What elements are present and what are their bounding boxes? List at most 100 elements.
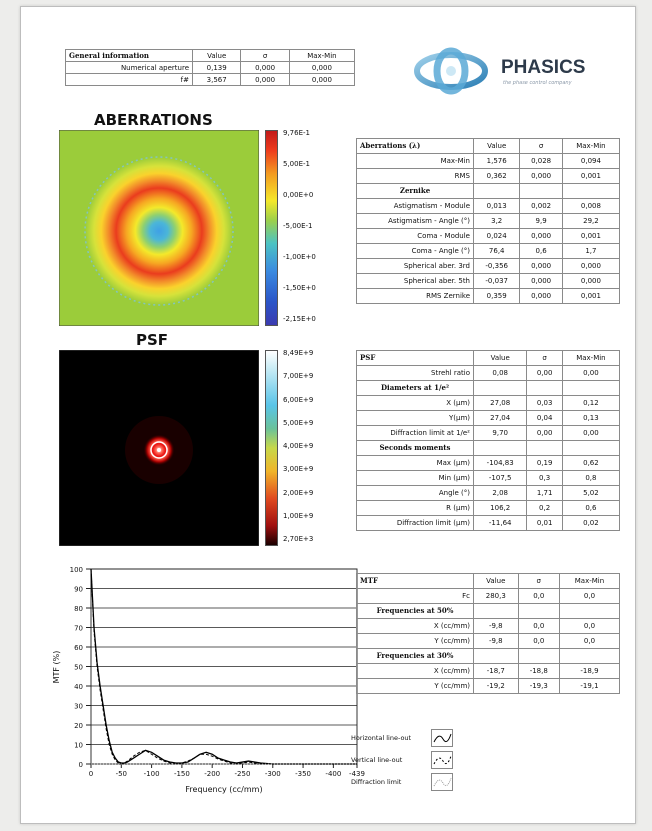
row-label: Y(µm): [356, 410, 474, 426]
section-row: Seconds moments: [356, 440, 621, 456]
aberrations-map: [59, 130, 259, 326]
series-line-vertical: [90, 568, 357, 765]
y-tick-label: 10: [74, 742, 83, 750]
empty-cell: [561, 440, 621, 456]
cell-value: 0,0: [517, 633, 560, 649]
empty-cell: [473, 648, 519, 664]
cell-value: 0,362: [472, 168, 521, 184]
cell-value: -9,8: [473, 633, 519, 649]
row-label: Aberrations (λ): [356, 138, 474, 154]
row-label: Y (cc/mm): [356, 678, 474, 694]
colorbar-tick-label: 5,00E-1: [283, 160, 310, 168]
cell-value: -19,3: [517, 678, 560, 694]
cell-value: 0,0: [517, 618, 560, 634]
table-row: Numerical aperture 0,139 0,000 0,000: [65, 61, 356, 74]
header-row: MTF Value σ Max-Min: [356, 573, 621, 589]
row-label: Coma - Angle (°): [356, 243, 474, 259]
cell-value: 0,000: [519, 228, 563, 244]
empty-cell: [526, 380, 563, 396]
cell-value: 0,0: [517, 588, 560, 604]
empty-cell: [517, 603, 560, 619]
colorbar-tick-label: 2,70E+3: [283, 535, 314, 543]
table-row: Angle (°) 2,08 1,71 5,02: [356, 485, 621, 501]
x-tick-label: -400: [325, 770, 341, 778]
cell-value: 0,04: [526, 410, 563, 426]
table-row: X (µm) 27,08 0,03 0,12: [356, 395, 621, 411]
x-tick-label: -200: [204, 770, 220, 778]
mtf-y-axis-label: MTF (%): [52, 651, 61, 684]
legend-label: Diffraction limit: [351, 778, 402, 786]
cell-value: 0,094: [561, 153, 621, 169]
cell-value: 5,02: [561, 485, 621, 501]
cell-value: 0,00: [526, 425, 563, 441]
table-row: f# 3,567 0,000 0,000: [65, 73, 356, 86]
mtf-legend: Horizontal line-out Vertical line-out Di…: [351, 727, 453, 793]
cell-value: 3,2: [472, 213, 521, 229]
row-label: Angle (°): [356, 485, 474, 501]
header-row: General information Value σ Max-Min: [65, 49, 356, 62]
cell-value: 0,000: [519, 258, 563, 274]
row-label: Astigmatism - Module: [356, 198, 474, 214]
row-label: RMS: [356, 168, 474, 184]
colorbar-tick-label: 8,49E+9: [283, 349, 314, 357]
table-row: Diffraction limit (µm) -11,64 0,01 0,02: [356, 515, 621, 531]
table-row: R (µm) 106,2 0,2 0,6: [356, 500, 621, 516]
section-heading: Seconds moments: [356, 440, 474, 456]
cell-value: 0,000: [519, 288, 563, 304]
row-label: PSF: [356, 350, 474, 366]
cell-value: 0,0: [558, 633, 621, 649]
cell-value: 106,2: [472, 500, 528, 516]
cell-value: 0,01: [526, 515, 563, 531]
cell-value: Value: [191, 49, 242, 62]
cell-value: Value: [473, 573, 519, 589]
cell-value: 0,2: [526, 500, 563, 516]
aberrations-table: Aberrations (λ) Value σ Max-Min Max-Min 1,576…: [356, 138, 621, 304]
report-page: General information Value σ Max-Min Numerica…: [20, 6, 636, 824]
x-tick-label: -350: [295, 770, 311, 778]
y-tick-label: 0: [79, 761, 83, 769]
empty-cell: [558, 603, 621, 619]
cell-value: 9,9: [519, 213, 563, 229]
table-row: Min (µm) -107,5 0,3 0,8: [356, 470, 621, 486]
cell-value: 0,0: [558, 618, 621, 634]
cell-value: -18,9: [558, 663, 621, 679]
phasics-logo: PHASICS the phase control company: [411, 47, 611, 97]
row-label: Y (cc/mm): [356, 633, 474, 649]
cell-value: 0,19: [526, 455, 563, 471]
y-tick-label: 80: [74, 605, 83, 613]
cell-value: 0,001: [561, 288, 621, 304]
cell-value: -9,8: [473, 618, 519, 634]
cell-value: 0,013: [472, 198, 521, 214]
cell-value: 0,359: [472, 288, 521, 304]
cell-value: -18,8: [517, 663, 560, 679]
section-row: Frequencies at 50%: [356, 603, 621, 619]
cell-value: 280,3: [473, 588, 519, 604]
legend-swatch: [431, 729, 453, 747]
cell-value: -18,7: [473, 663, 519, 679]
cell-value: Value: [472, 350, 528, 366]
logo-tagline: the phase control company: [503, 80, 572, 86]
section-heading: Frequencies at 30%: [356, 648, 474, 664]
table-row: Astigmatism - Angle (°) 3,2 9,9 29,2: [356, 213, 621, 229]
table-row: Spherical aber. 5th -0,037 0,000 0,000: [356, 273, 621, 289]
cell-value: 0,3: [526, 470, 563, 486]
cell-value: -0,356: [472, 258, 521, 274]
psf-map: [59, 350, 259, 546]
cell-value: 0,001: [561, 168, 621, 184]
colorbar-tick-label: -1,50E+0: [283, 284, 316, 292]
x-tick-label: 0: [89, 770, 93, 778]
colorbar-tick-label: -1,00E+0: [283, 253, 316, 261]
aberrations-colorbar: [265, 130, 278, 326]
cell-value: 0,000: [288, 73, 356, 86]
legend-item-vertical: Vertical line-out: [351, 749, 453, 771]
table-row: Coma - Angle (°) 76,4 0,6 1,7: [356, 243, 621, 259]
cell-value: 0,028: [519, 153, 563, 169]
cell-value: -19,2: [473, 678, 519, 694]
cell-value: 0,02: [561, 515, 621, 531]
colorbar-tick-label: 6,00E+9: [283, 395, 314, 404]
row-label: Spherical aber. 3rd: [356, 258, 474, 274]
row-label: X (cc/mm): [356, 618, 474, 634]
cell-value: 0,002: [519, 198, 563, 214]
x-tick-label: -300: [265, 770, 281, 778]
table-row: Y (cc/mm) -19,2 -19,3 -19,1: [356, 678, 621, 694]
